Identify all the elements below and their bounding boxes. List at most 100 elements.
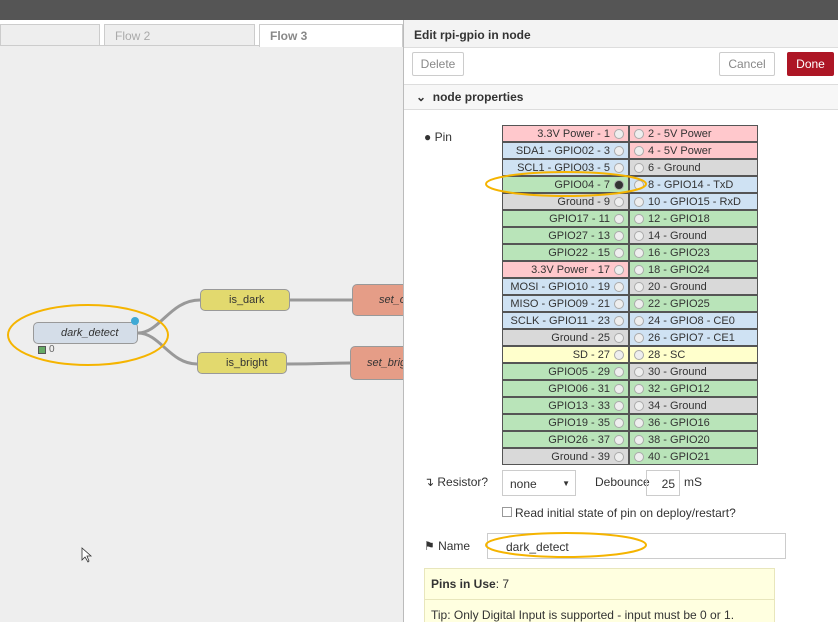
label: Pin: [434, 130, 452, 144]
tab[interactable]: Flow 2: [104, 24, 255, 46]
radio: [634, 282, 644, 292]
chevron: ⌄: [416, 90, 433, 104]
pin-cell[interactable]: 32 - GPIO12: [629, 380, 758, 397]
radio: [634, 333, 644, 343]
delete-button[interactable]: Delete: [412, 52, 464, 76]
pin-cell[interactable]: 3.3V Power - 17: [502, 261, 629, 278]
section-header[interactable]: ⌄ node properties: [404, 84, 838, 110]
pin-name: GPIO27 - 13: [548, 230, 610, 242]
pin-cell[interactable]: 40 - GPIO21: [629, 448, 758, 465]
pin-cell[interactable]: 26 - GPIO7 - CE1: [629, 329, 758, 346]
radio: [634, 231, 644, 241]
pin-cell[interactable]: 28 - SC: [629, 346, 758, 363]
pin-name: 40 - GPIO21: [648, 451, 710, 463]
pin-cell[interactable]: Ground - 39: [502, 448, 629, 465]
pin-cell[interactable]: 14 - Ground: [629, 227, 758, 244]
pin-cell[interactable]: GPIO17 - 11: [502, 210, 629, 227]
pin-cell[interactable]: 16 - GPIO23: [629, 244, 758, 261]
pin-cell[interactable]: GPIO26 - 37: [502, 431, 629, 448]
pin-cell[interactable]: SD - 27: [502, 346, 629, 363]
pin-cell[interactable]: 34 - Ground: [629, 397, 758, 414]
pin-cell[interactable]: 30 - Ground: [629, 363, 758, 380]
pin-cell[interactable]: Ground - 25: [502, 329, 629, 346]
pin-cell[interactable]: GPIO13 - 33: [502, 397, 629, 414]
pin-cell[interactable]: 6 - Ground: [629, 159, 758, 176]
node[interactable]: is_dark: [200, 289, 290, 311]
debounce-unit: mS: [684, 475, 702, 489]
pin-cell[interactable]: GPIO22 - 15: [502, 244, 629, 261]
resistor-label: ↴ Resistor?: [424, 475, 489, 489]
node[interactable]: set_c: [352, 284, 412, 316]
tab[interactable]: [0, 24, 100, 46]
pin-cell[interactable]: 20 - Ground: [629, 278, 758, 295]
pin-cell[interactable]: 2 - 5V Power: [629, 125, 758, 142]
pins-in-use: Pins in Use: 7: [425, 569, 774, 600]
pin-cell[interactable]: 8 - GPIO14 - TxD: [629, 176, 758, 193]
pin-cell[interactable]: GPIO06 - 31: [502, 380, 629, 397]
pin-cell[interactable]: GPIO27 - 13: [502, 227, 629, 244]
pin-row: Ground - 25 26 - GPIO7 - CE1: [502, 329, 758, 346]
pin-cell[interactable]: 22 - GPIO25: [629, 295, 758, 312]
radio: [614, 180, 624, 190]
pin-name: 32 - GPIO12: [648, 383, 710, 395]
done-button[interactable]: Done: [787, 52, 834, 76]
radio: [614, 401, 624, 411]
pin-cell[interactable]: 3.3V Power - 1: [502, 125, 629, 142]
radio: [634, 248, 644, 258]
radio: [634, 197, 644, 207]
pin-name: 3.3V Power - 1: [537, 128, 610, 140]
radio: [614, 418, 624, 428]
section-title: node properties: [432, 90, 524, 104]
pin-cell[interactable]: 36 - GPIO16: [629, 414, 758, 431]
name-input[interactable]: dark_detect: [487, 533, 786, 559]
pin-name: 4 - 5V Power: [648, 145, 712, 157]
resistor-select[interactable]: none ▼: [502, 470, 576, 496]
label: Name: [438, 539, 471, 553]
pin-cell[interactable]: SCL1 - GPIO03 - 5: [502, 159, 629, 176]
pin-cell[interactable]: GPIO05 - 29: [502, 363, 629, 380]
pin-name: 36 - GPIO16: [648, 417, 710, 429]
top-bar: [0, 0, 838, 20]
pin-cell[interactable]: Ground - 9: [502, 193, 629, 210]
pin-cell[interactable]: MISO - GPIO09 - 21: [502, 295, 629, 312]
pin-cell[interactable]: 38 - GPIO20: [629, 431, 758, 448]
checkbox[interactable]: [502, 507, 512, 517]
pin-cell[interactable]: GPIO04 - 7: [502, 176, 629, 193]
node[interactable]: set_brig: [350, 346, 410, 380]
pin-cell[interactable]: SCLK - GPIO11 - 23: [502, 312, 629, 329]
node[interactable]: is_bright: [197, 352, 287, 374]
pin-name: GPIO13 - 33: [548, 400, 610, 412]
tab-active[interactable]: Flow 3: [259, 24, 403, 47]
pin-name: Ground - 9: [557, 196, 610, 208]
pin-name: 6 - Ground: [648, 162, 701, 174]
radio: [634, 401, 644, 411]
radio: [634, 418, 644, 428]
pin-cell[interactable]: 18 - GPIO24: [629, 261, 758, 278]
pin-name: 3.3V Power - 17: [531, 264, 610, 276]
pin-row: GPIO13 - 33 34 - Ground: [502, 397, 758, 414]
pin-cell[interactable]: 10 - GPIO15 - RxD: [629, 193, 758, 210]
radio: [614, 146, 624, 156]
pin-cell[interactable]: MOSI - GPIO10 - 19: [502, 278, 629, 295]
radio: [614, 384, 624, 394]
pin-cell[interactable]: 4 - 5V Power: [629, 142, 758, 159]
pin-name: 8 - GPIO14 - TxD: [648, 179, 734, 191]
debounce-input[interactable]: 25: [646, 470, 680, 496]
pin-name: Ground - 39: [551, 451, 610, 463]
pin-cell[interactable]: GPIO19 - 35: [502, 414, 629, 431]
pin-cell[interactable]: 12 - GPIO18: [629, 210, 758, 227]
pin-cell[interactable]: 24 - GPIO8 - CE0: [629, 312, 758, 329]
debounce-label: Debounce: [595, 475, 650, 489]
radio: [634, 180, 644, 190]
pin-name: 30 - Ground: [648, 366, 707, 378]
radio: [634, 367, 644, 377]
pin-name: SDA1 - GPIO02 - 3: [515, 145, 610, 157]
pin-cell[interactable]: SDA1 - GPIO02 - 3: [502, 142, 629, 159]
node[interactable]: dark_detect: [33, 322, 138, 344]
radio: [614, 316, 624, 326]
radio: [614, 231, 624, 241]
radio: [634, 146, 644, 156]
cancel-button[interactable]: Cancel: [719, 52, 775, 76]
pin-name: GPIO19 - 35: [548, 417, 610, 429]
